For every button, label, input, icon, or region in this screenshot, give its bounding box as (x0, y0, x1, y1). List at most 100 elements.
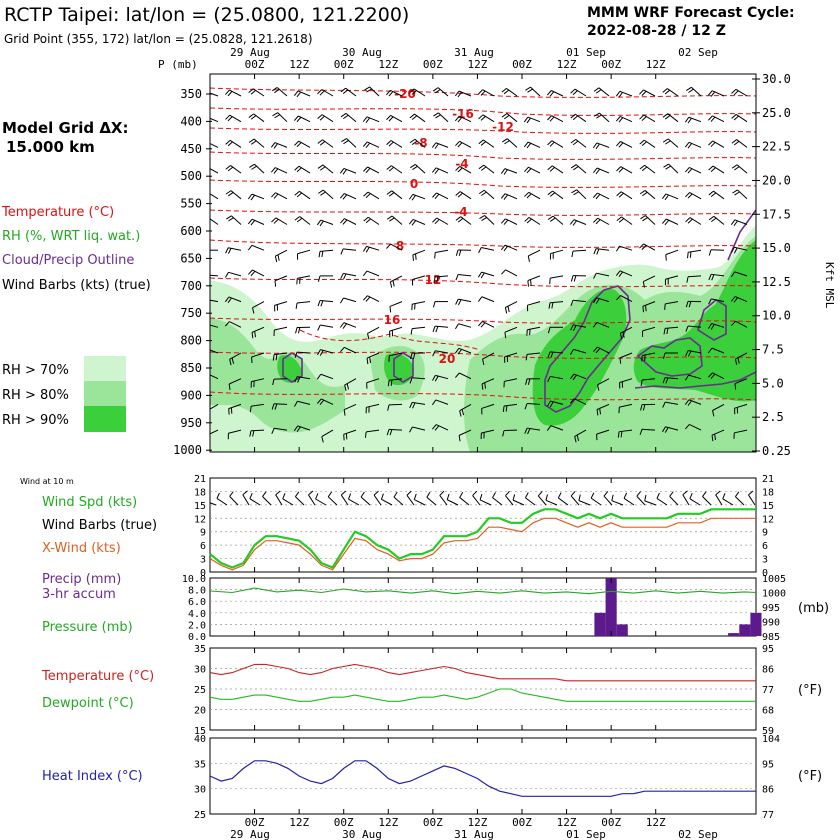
pressure-tick-label: 500 (180, 169, 202, 183)
wind-barb (641, 352, 656, 362)
surface-wind-barb (249, 492, 261, 506)
wind-barb (363, 166, 380, 174)
wind-barb (731, 88, 748, 97)
right-tick-label: 68 (762, 706, 774, 717)
wind-barb (731, 320, 748, 328)
wind-barb (340, 87, 357, 97)
isotherm-label: 12 (425, 273, 442, 287)
wind-barb (503, 378, 518, 388)
wind-barb (570, 398, 587, 405)
wind-barb (210, 349, 219, 354)
top-date-label: 29 Aug (230, 46, 270, 59)
wind-barb (707, 347, 725, 354)
surface-wind-barb (524, 492, 536, 506)
wind-barb (477, 271, 495, 279)
temperature-unit: (°F) (798, 683, 822, 698)
wind-barb (523, 116, 541, 124)
right-tick-label: 995 (762, 603, 780, 614)
right-tick-label: 6 (762, 541, 768, 552)
sounding-frame (209, 73, 757, 453)
isotherm-label: 20 (439, 352, 456, 366)
wind-barb (274, 275, 288, 287)
wind-barb (616, 295, 633, 303)
wind-barb (210, 299, 219, 303)
wind-barb (685, 217, 702, 225)
wind-barb (386, 190, 403, 200)
isotherm-label: -12 (492, 120, 514, 134)
left-tick-label: 40 (194, 734, 206, 745)
wind-barb (225, 89, 242, 97)
wind-barb (574, 429, 587, 443)
wind-barb (366, 352, 380, 365)
wind-barb (210, 168, 219, 174)
height-tick-label: 30.0 (762, 72, 791, 86)
right-tick-label: 1000 (762, 589, 786, 600)
wind-barb (616, 141, 633, 148)
top-hour-label: 00Z (245, 58, 265, 71)
wind-barb (247, 193, 265, 201)
wind-barb (225, 139, 242, 148)
temp-panel-grid (210, 668, 756, 710)
right-tick-label: 77 (762, 685, 774, 696)
temp-series-line (209, 688, 756, 702)
pressure-tick-label: 800 (180, 334, 202, 348)
wind-barb (501, 269, 518, 277)
left-tick-label: 15 (194, 726, 206, 737)
wind-panel-frame (209, 477, 757, 573)
wind-panel-header: Wind at 10 m (20, 477, 74, 486)
wind-barb (272, 378, 288, 386)
surface-wind-barb (413, 493, 426, 506)
left-tick-label: 35 (194, 644, 206, 655)
wind-barb (504, 352, 518, 363)
wind-barb (708, 273, 725, 281)
height-tick-label: 22.5 (762, 140, 791, 154)
top-hour-label: 12Z (557, 58, 577, 71)
wind-barb (431, 399, 449, 406)
wind-barb (548, 301, 564, 309)
wind-barb (639, 164, 656, 174)
wind-barb (387, 378, 403, 387)
wind-barb (365, 403, 380, 414)
isotherms (210, 87, 756, 401)
surface-wind-barb (472, 490, 481, 506)
wind-barb (432, 325, 449, 333)
temp-series-line (209, 663, 756, 682)
wind-barb (455, 249, 472, 256)
right-tick-label: 95 (762, 759, 774, 770)
wind-barb (294, 140, 311, 148)
right-tick-label: 15 (762, 501, 774, 512)
surface-wind-barb (380, 493, 393, 506)
wind-barb (389, 275, 403, 288)
wind-barb (228, 403, 242, 415)
precip-bar (616, 624, 628, 636)
wind-barb (592, 321, 610, 328)
forecast-cycle-value: 2022-08-28 / 12 Z (587, 23, 726, 39)
wind-barb (593, 248, 610, 255)
height-axis-title: Kft MSL (823, 262, 836, 309)
left-tick-label: 3 (200, 555, 206, 566)
left-tick-label: 25 (194, 685, 206, 696)
left-tick-label: 8.0 (188, 586, 206, 597)
precip-label: Precip (mm) (42, 572, 121, 587)
wind-barb (318, 189, 334, 200)
heat-index-label: Heat Index (°C) (42, 769, 143, 784)
wind-barb (210, 218, 219, 225)
heat-index-unit: (°F) (798, 769, 822, 784)
wind-barb (362, 245, 380, 253)
wind-barb (455, 372, 472, 380)
left-tick-label: 18 (194, 487, 206, 498)
surface-wind-barb (340, 490, 349, 506)
wind-barb (571, 189, 587, 200)
wind-barb (251, 326, 265, 339)
wind-barb (547, 351, 564, 358)
height-axis: 30.0 25.0 22.5 20.0 17.5 15.0 12.5 10.0 7.5 5.0 2.… (752, 72, 791, 458)
wind-barb (684, 399, 702, 406)
wind-barb (570, 299, 587, 307)
wind-barb (616, 166, 633, 174)
wind-barb (734, 403, 748, 415)
wind-barb (730, 271, 748, 278)
heat-index-line (209, 760, 756, 797)
wind-barb (684, 374, 702, 381)
wind-barb (708, 115, 725, 123)
wind-barb (504, 301, 518, 314)
